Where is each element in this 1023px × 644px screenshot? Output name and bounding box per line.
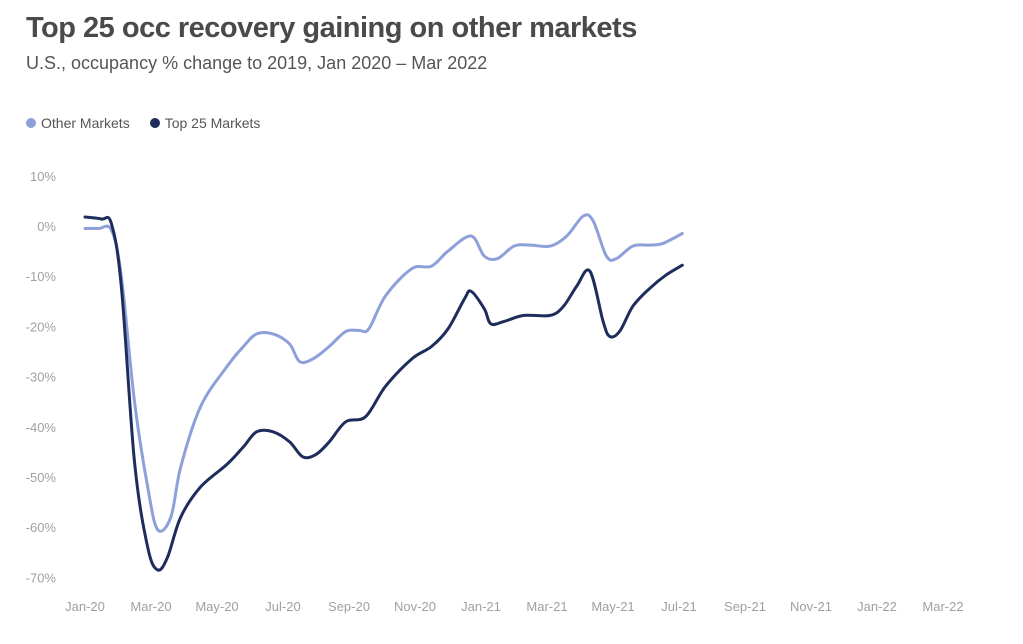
legend-item-top-25-markets[interactable]: Top 25 Markets	[149, 115, 261, 131]
legend-swatch-other-markets	[26, 118, 36, 128]
x-tick-label: Sep-21	[724, 599, 766, 614]
x-tick-label: Sep-20	[328, 599, 370, 614]
y-tick-label: -30%	[26, 370, 57, 385]
x-tick-label: Mar-22	[922, 599, 963, 614]
y-axis: 10% 0% -10% -20% -30% -40% -50% -60% -70%	[26, 169, 57, 586]
x-tick-label: Mar-20	[130, 599, 171, 614]
chart-title: Top 25 occ recovery gaining on other mar…	[26, 12, 637, 44]
legend-swatch-top-25-markets	[149, 118, 160, 128]
y-tick-label: -60%	[26, 520, 57, 535]
chart-subtitle: U.S., occupancy % change to 2019, Jan 20…	[26, 53, 488, 73]
x-tick-label: May-21	[591, 599, 634, 614]
series-line-other-markets[interactable]	[83, 213, 684, 533]
x-tick-label: Nov-21	[790, 599, 832, 614]
x-tick-label: Nov-20	[394, 599, 436, 614]
x-tick-label: Mar-21	[526, 599, 567, 614]
y-tick-label: -50%	[26, 470, 57, 485]
legend-item-other-markets[interactable]: Other Markets	[26, 115, 130, 131]
x-tick-label: Jul-20	[265, 599, 300, 614]
x-tick-label: May-20	[195, 599, 238, 614]
y-tick-label: -70%	[26, 570, 57, 585]
y-tick-label: -20%	[26, 319, 57, 334]
x-tick-label: Jan-22	[857, 599, 897, 614]
legend-label-top-25-markets: Top 25 Markets	[164, 115, 261, 131]
x-tick-label: Jul-21	[661, 599, 696, 614]
chart-legend: Other Markets Top 25 Markets	[26, 115, 260, 131]
series-line-top-25-markets[interactable]	[83, 215, 684, 572]
y-tick-label: -10%	[26, 269, 57, 284]
plot-lines	[83, 213, 684, 572]
y-tick-label: 10%	[30, 169, 56, 184]
x-tick-label: Jan-20	[65, 599, 105, 614]
x-tick-label: Jan-21	[461, 599, 501, 614]
x-axis: Jan-20 Mar-20 May-20 Jul-20 Sep-20 Nov-20 Jan-…	[65, 599, 963, 614]
y-tick-label: -40%	[26, 420, 57, 435]
y-tick-label: 0%	[37, 219, 56, 234]
legend-label-other-markets: Other Markets	[41, 115, 130, 131]
